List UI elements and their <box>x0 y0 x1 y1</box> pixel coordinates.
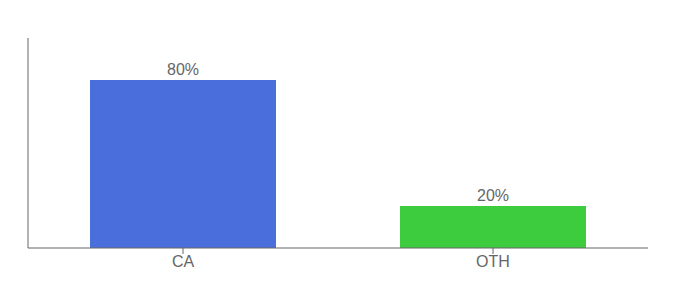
svg-text:80%: 80% <box>167 61 199 78</box>
svg-text:OTH: OTH <box>476 253 510 270</box>
svg-text:20%: 20% <box>477 187 509 204</box>
svg-text:CA: CA <box>172 253 195 270</box>
